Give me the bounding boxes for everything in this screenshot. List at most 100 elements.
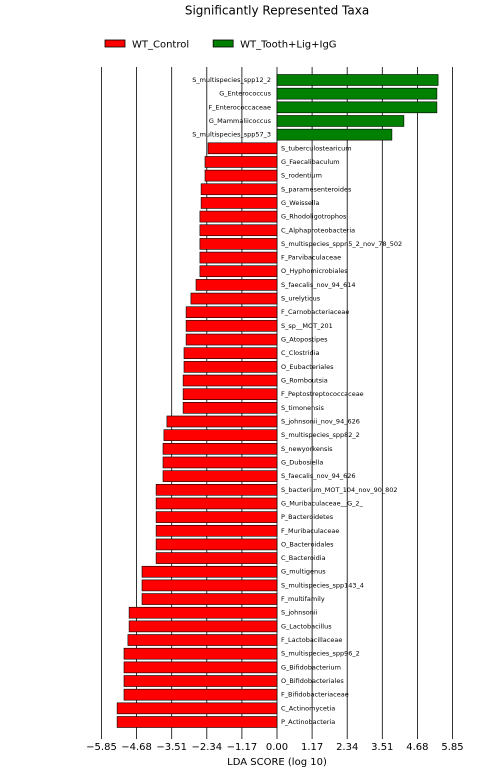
bar-label: F_multifamily [281,595,325,603]
bar [200,183,278,196]
bar [182,402,278,414]
bar-label: F_Parvibaculaceae [281,254,341,262]
legend-swatch [104,39,126,48]
bar [141,593,278,605]
bar-label: S_johnsonii [281,609,318,617]
bar-label: S_johnsonii_nov_94_626 [281,417,360,425]
bar [185,320,278,332]
bar-label: F_Enterococcaceae [208,103,271,111]
bar [123,647,278,660]
bar [182,374,278,387]
bar-label: C_Alphaproteobacteria [281,226,355,234]
bar-label: S_multispecies_spp143_4 [281,581,364,589]
bar [127,634,278,646]
bar [155,497,278,510]
bar-label: S_timonensis [281,404,324,412]
x-tick-label: −5.85 [86,742,117,753]
bar-label: C_Bacteroidia [281,554,326,562]
bar [123,675,278,687]
bar [128,620,278,633]
x-axis-label: LDA SCORE (log 10) [227,757,327,768]
bar-label: S_faecalis_nov_94_626 [281,472,356,480]
bar-label: S_multispecies_spp57_3 [192,131,271,139]
bar [276,74,439,86]
bar [204,169,278,182]
bar-label: S_tuberculostearicum [281,144,352,152]
legend-label: WT_Control [132,40,189,51]
bar-label: P_Actinobacteria [281,718,335,726]
bar [185,306,278,319]
x-tick-label: 4.68 [406,742,428,753]
bar [123,661,278,674]
bar-label: G_Dubosiella [281,458,323,466]
bar [155,483,278,496]
bar [200,197,278,209]
legend-swatch [212,39,234,48]
x-tick-label: 3.51 [371,742,393,753]
bar [199,238,278,250]
bar [182,388,278,400]
bar-label: G_Atopostipes [281,336,328,344]
x-tick-label: −2.34 [191,742,222,753]
bar [183,361,278,373]
bar [116,716,278,728]
bar [199,251,278,264]
bar [162,456,278,469]
bar [166,415,278,428]
bar-label: S_rodentium [281,172,322,180]
bar-label: C_Actinomycetia [281,704,335,712]
bar [163,429,278,441]
bar-label: G_multigenus [281,568,326,576]
x-tick-label: −3.51 [156,742,187,753]
bar [162,443,278,455]
bar [204,156,278,168]
bar [116,702,278,715]
bar [195,279,278,291]
bar-label: O_Bacteroidales [281,540,334,548]
bar-label: G_Bifidobacterium [281,663,341,671]
bar-label: G_Mammaliicoccus [209,117,272,125]
bar-label: G_Enterococcus [219,90,271,98]
bar-label: S_sp__MOT_201 [281,322,333,330]
bar [276,128,393,141]
bar-label: S_faecalis_nov_94_614 [281,281,356,289]
bar [141,579,278,592]
bar [141,565,278,578]
x-tick-label: 1.17 [301,742,323,753]
bar-label: F_Lactobacillaceae [281,636,342,644]
bar [276,87,438,100]
bar [207,142,278,155]
bar [162,470,278,482]
chart-title: Significantly Represented Taxa [185,4,369,18]
x-tick-label: −4.68 [121,742,152,753]
bar-label: S_multispecies_spp12_2 [192,76,271,84]
bar-label: O_Bifidobacteriales [281,677,344,685]
bar-label: S_paramesenteroides [281,185,352,193]
bar-label: O_Hyphomicrobiales [281,267,348,275]
bar-label: G_Faecalibaculum [281,158,340,166]
bar-label: S_multispecies_sppn5_2_nov_78_502 [281,240,402,248]
bar-label: G_Muribaculaceae__G_2_ [281,499,364,507]
bar-label: F_Bifidobacteriaceae [281,691,349,699]
bar [199,224,278,237]
x-tick-label: 0.00 [266,742,288,753]
bar [155,524,278,537]
bar [185,333,278,346]
bar [190,292,278,305]
bar [199,210,278,223]
bar [183,347,278,359]
x-tick-label: 5.85 [441,742,463,753]
bar [123,688,278,701]
bar-label: G_Romboutsia [281,377,328,385]
x-tick-label: 2.34 [336,742,358,753]
bar-label: S_multispecies_spp96_2 [281,650,360,658]
bar [276,115,405,127]
bar-label: F_Peptostreptococcaceae [281,390,364,398]
bar-label: G_Lactobacillus [281,622,332,630]
bar [199,265,278,278]
bar-label: C_Clostridia [281,349,319,357]
legend-label: WT_Tooth+Lig+IgG [240,40,336,51]
bar-label: S_urelyticus [281,295,321,303]
bar [128,606,278,619]
